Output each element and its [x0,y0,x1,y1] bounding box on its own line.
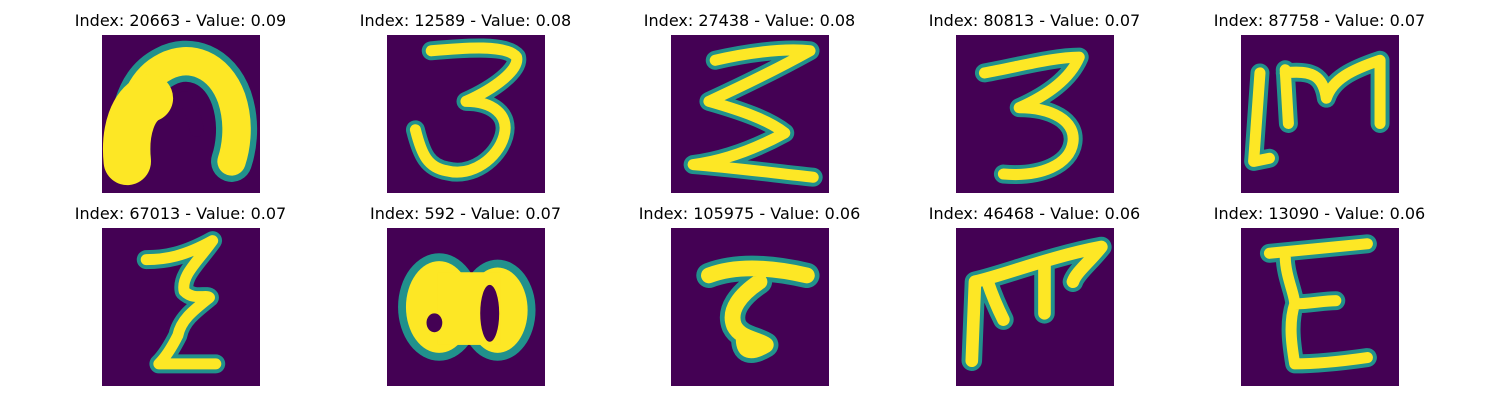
panel-title: Index: 87758 - Value: 0.07 [1213,11,1426,30]
digit-image [102,35,260,193]
digit-image [387,228,545,386]
panel-title: Index: 105975 - Value: 0.06 [638,204,861,223]
panel-title: Index: 12589 - Value: 0.08 [359,11,572,30]
panel-title: Index: 13090 - Value: 0.06 [1213,204,1426,223]
panel-title: Index: 67013 - Value: 0.07 [74,204,287,223]
digit-image [671,228,829,386]
digit-image [671,35,829,193]
panel-title: Index: 80813 - Value: 0.07 [928,11,1141,30]
digit-image [387,35,545,193]
digit-image [1241,228,1399,386]
digit-image [1241,35,1399,193]
panel-title: Index: 27438 - Value: 0.08 [643,11,856,30]
digit-image [956,35,1114,193]
digit-image [102,228,260,386]
panel-title: Index: 20663 - Value: 0.09 [74,11,287,30]
panel-title: Index: 46468 - Value: 0.06 [928,204,1141,223]
panel-title: Index: 592 - Value: 0.07 [369,204,562,223]
digit-image [956,228,1114,386]
